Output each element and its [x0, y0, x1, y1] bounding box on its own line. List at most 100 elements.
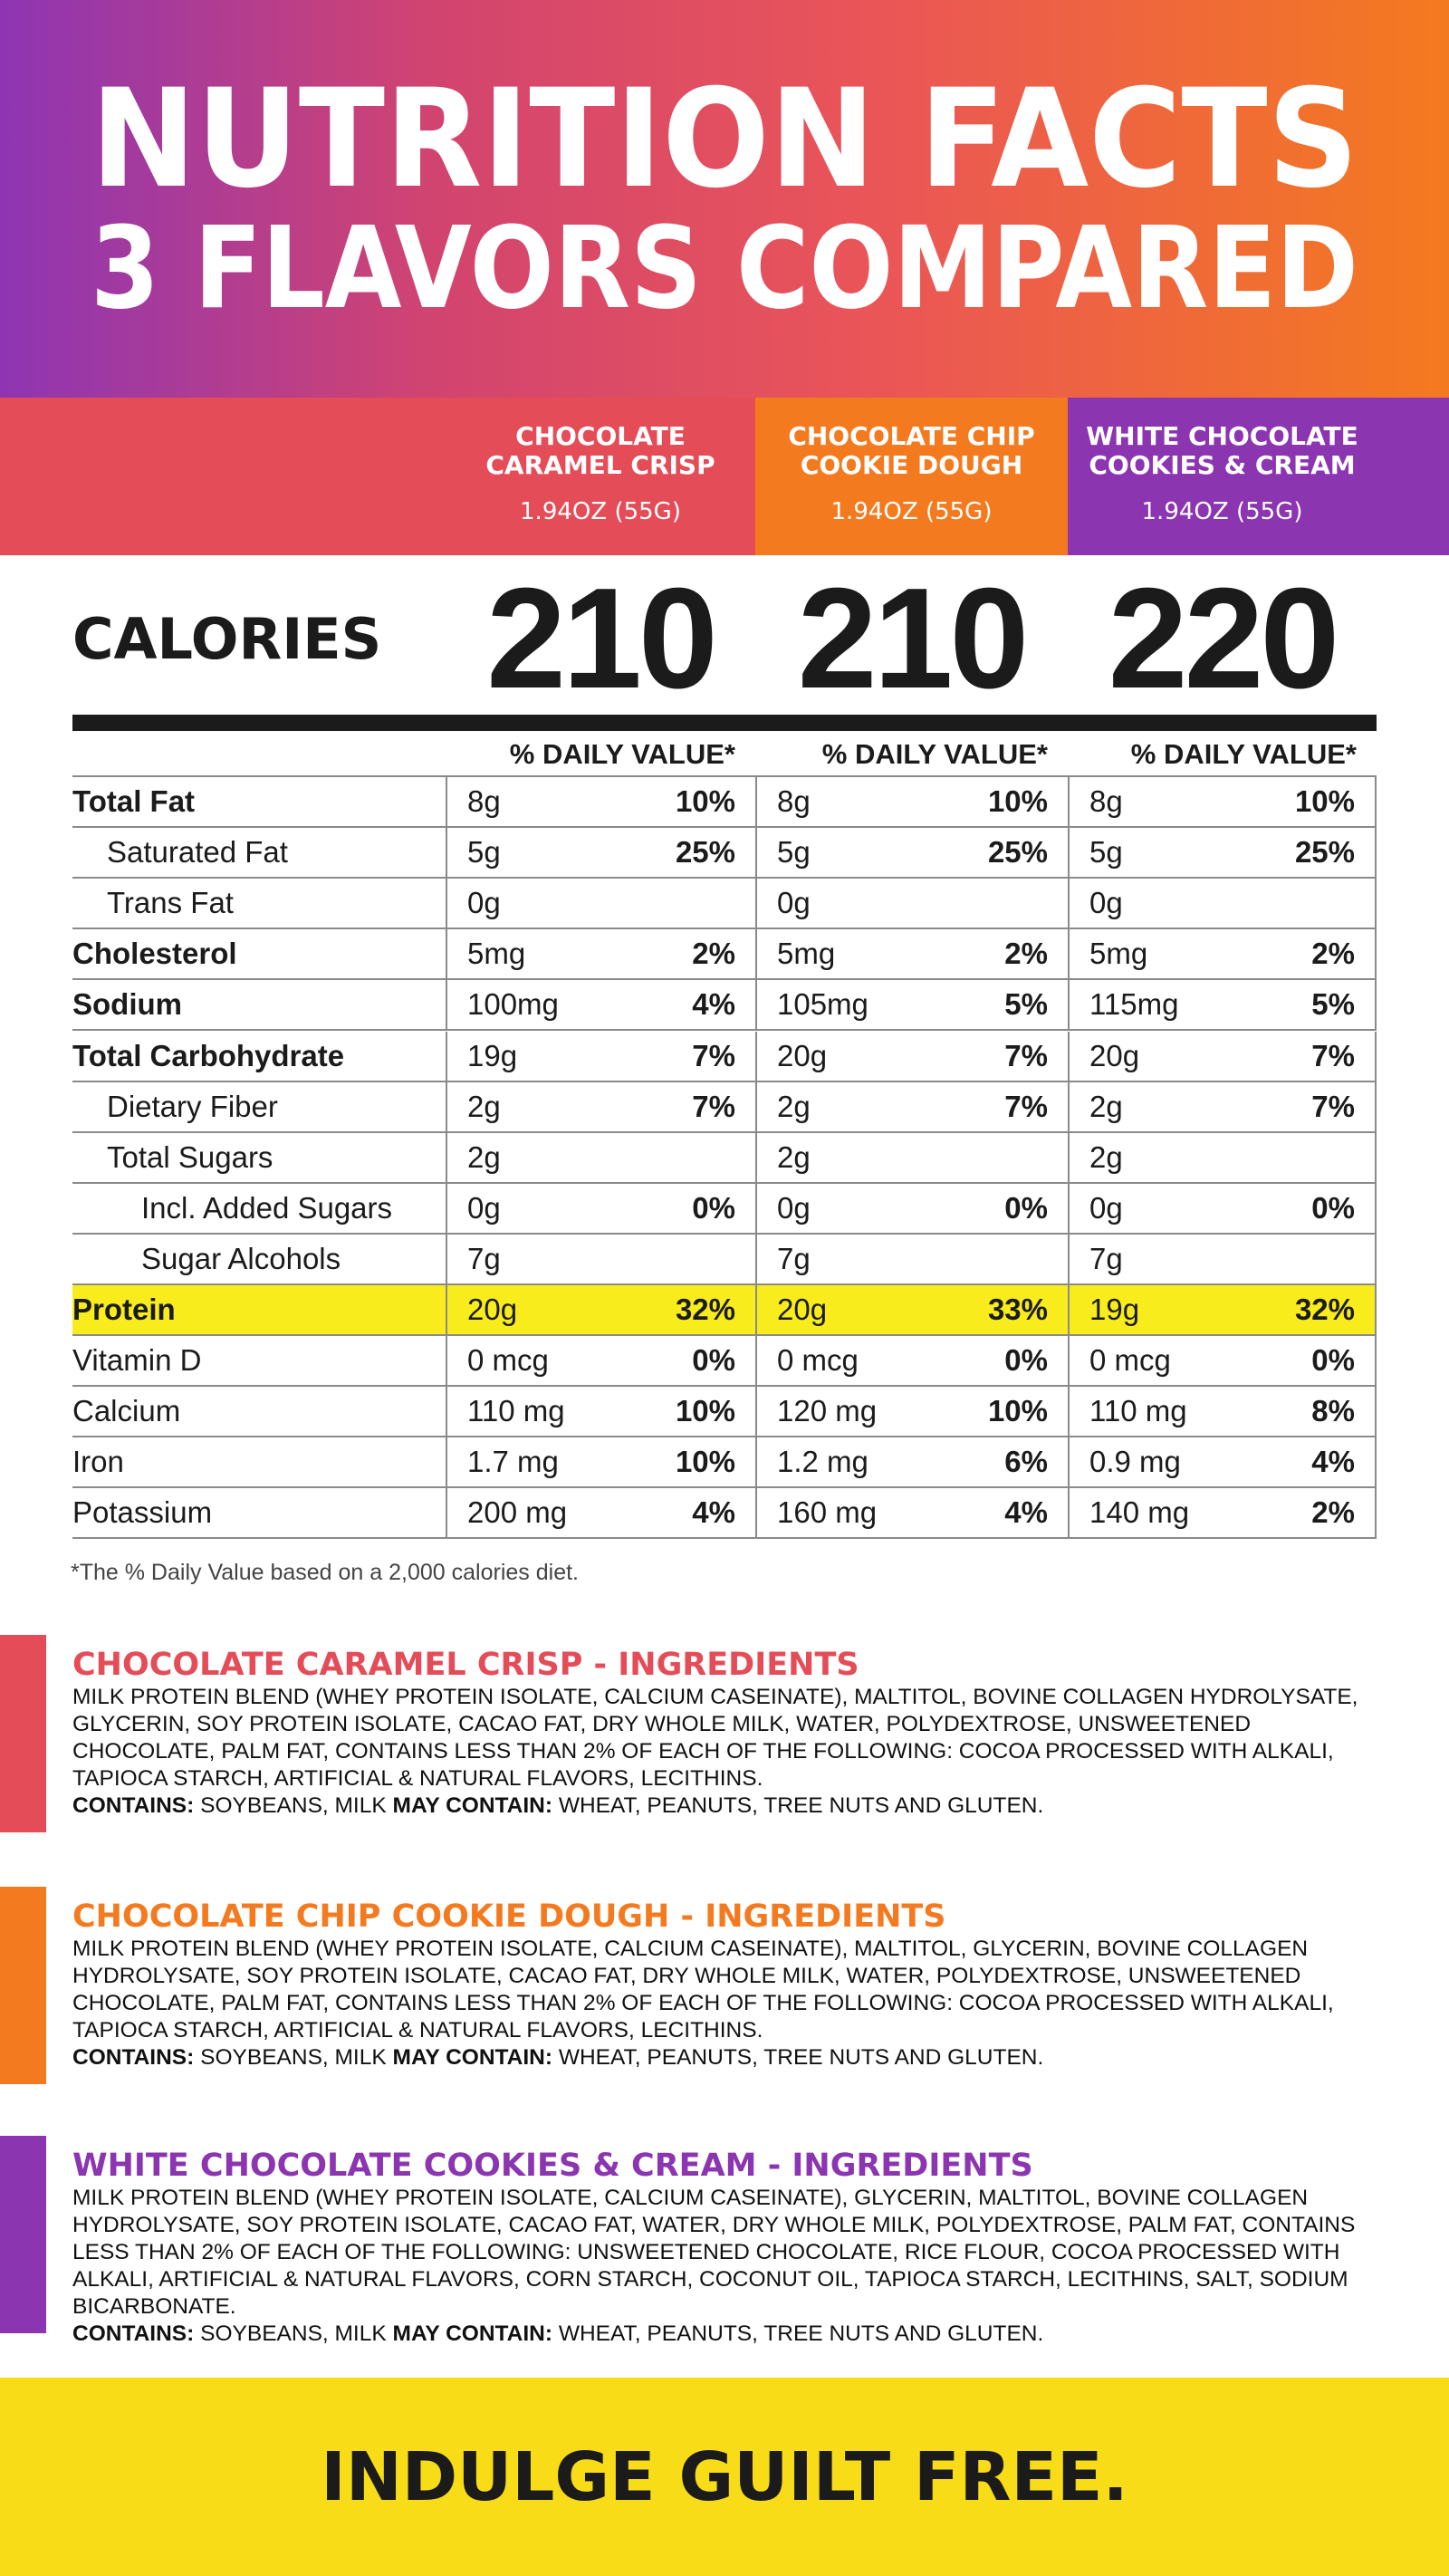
amount: 8g: [1089, 784, 1123, 818]
daily-value: 2%: [692, 937, 735, 971]
table-cell: 100mg 4%: [446, 980, 755, 1030]
row-label: Trans Fat: [72, 879, 446, 928]
daily-value: 10%: [675, 1445, 735, 1479]
flavor-header: CHOCOLATE CHIP COOKIE DOUGH 1.94OZ (55G): [755, 398, 1068, 555]
calories-value: 210: [486, 559, 718, 718]
contains-label: CONTAINS:: [72, 1793, 195, 1818]
amount: 7g: [1089, 1241, 1123, 1275]
amount: 5mg: [467, 937, 526, 971]
amount: 7g: [467, 1241, 501, 1275]
table-cell: 2g 7%: [755, 1081, 1068, 1131]
daily-value: 0%: [692, 1190, 735, 1225]
table-cell: 7g: [755, 1234, 1068, 1283]
ingredient-title: WHITE CHOCOLATE COOKIES & CREAM - INGRED…: [72, 2148, 1033, 2184]
ingredient-title: CHOCOLATE CARAMEL CRISP - INGREDIENTS: [72, 1647, 859, 1683]
row-label-text: Sodium: [72, 987, 182, 1022]
amount: 0g: [467, 1190, 501, 1225]
flavor-size: 1.94OZ (55G): [520, 498, 681, 525]
amount: 0g: [1089, 1190, 1123, 1225]
table-row: Total Sugars 2g 2g 2g: [72, 1132, 1377, 1184]
table-cell: 7g: [446, 1234, 755, 1283]
amount: 1.7 mg: [467, 1445, 559, 1479]
daily-value: 5%: [1004, 987, 1048, 1022]
row-label-text: Trans Fat: [107, 886, 234, 920]
row-label-text: Sugar Alcohols: [141, 1241, 341, 1275]
row-label: Saturated Fat: [72, 828, 446, 877]
daily-value: 4%: [692, 1495, 735, 1530]
amount: 200 mg: [467, 1495, 568, 1530]
ingredient-body: CHOCOLATE CARAMEL CRISP - INGREDIENTS MIL…: [72, 1646, 1381, 1820]
ingredient-text: MILK PROTEIN BLEND (WHEY PROTEIN ISOLATE…: [72, 1937, 1334, 2043]
table-cell: 20g 7%: [1068, 1031, 1377, 1081]
flavor-bg: [0, 398, 755, 555]
allergen-line: CONTAINS: SOYBEANS, MILK MAY CONTAIN: WH…: [72, 2044, 1381, 2071]
amount: 2g: [777, 1089, 811, 1123]
table-cell: 160 mg 4%: [755, 1488, 1068, 1538]
amount: 5mg: [1089, 937, 1148, 971]
footer-text: INDULGE GUILT FREE.: [321, 2437, 1128, 2516]
ingredient-section: CHOCOLATE CHIP COOKIE DOUGH - INGREDIENT…: [0, 1887, 1449, 2084]
table-cell: 1.7 mg 10%: [446, 1437, 755, 1487]
footnote: *The % Daily Value based on a 2,000 calo…: [71, 1560, 579, 1585]
flavor-name: WHITE CHOCOLATE: [1086, 421, 1358, 451]
amount: 20g: [777, 1038, 828, 1072]
table-cell: 0g: [446, 879, 755, 928]
table-cell: 2g 7%: [446, 1081, 755, 1131]
amount: 105mg: [777, 987, 868, 1022]
amount: 100mg: [467, 987, 559, 1022]
ingredient-section: WHITE CHOCOLATE COOKIES & CREAM - INGRED…: [0, 2136, 1449, 2346]
table-row: Total Fat 8g 10% 8g 10% 8g 10%: [72, 777, 1377, 828]
daily-value: 7%: [1311, 1038, 1355, 1072]
ingredient-body: WHITE CHOCOLATE COOKIES & CREAM - INGRED…: [72, 2147, 1381, 2348]
row-label-text: Total Sugars: [107, 1139, 273, 1174]
accent-bar: [0, 1887, 46, 2084]
ingredient-section: CHOCOLATE CARAMEL CRISP - INGREDIENTS MIL…: [0, 1635, 1449, 1832]
daily-value: 10%: [987, 784, 1048, 818]
flavor-bg: [1068, 398, 1449, 555]
table-cell: 5mg 2%: [755, 929, 1068, 979]
may-contain-label: MAY CONTAIN:: [392, 2045, 553, 2070]
may-contain: WHEAT, PEANUTS, TREE NUTS AND GLUTEN.: [558, 2045, 1044, 2070]
table-cell: 120 mg 10%: [755, 1387, 1068, 1437]
flavor-name: CHOCOLATE CHIP: [788, 421, 1035, 451]
row-label: Incl. Added Sugars: [72, 1184, 446, 1233]
daily-value: 4%: [1004, 1495, 1048, 1530]
row-label: Protein: [72, 1285, 446, 1334]
table-top-rule: [72, 775, 1377, 777]
ingredient-body: CHOCOLATE CHIP COOKIE DOUGH - INGREDIENT…: [72, 1898, 1381, 2071]
table-cell: 7g: [1068, 1234, 1377, 1283]
amount: 1.2 mg: [777, 1445, 868, 1479]
table-cell: 20g 32%: [446, 1285, 755, 1334]
amount: 5g: [467, 835, 501, 870]
daily-value: 7%: [1004, 1089, 1048, 1123]
table-cell: 8g 10%: [446, 777, 755, 826]
table-cell: 2g 7%: [1068, 1081, 1377, 1131]
may-contain: WHEAT, PEANUTS, TREE NUTS AND GLUTEN.: [558, 2321, 1044, 2346]
row-label: Calcium: [72, 1387, 446, 1436]
amount: 8g: [777, 784, 811, 818]
amount: 5g: [777, 835, 811, 870]
daily-value: 33%: [987, 1293, 1048, 1326]
contains-label: CONTAINS:: [72, 2321, 195, 2346]
amount: 2g: [777, 1139, 811, 1174]
row-label: Potassium: [72, 1488, 446, 1537]
row-label: Sodium: [72, 980, 446, 1029]
title-line-2: 3 FLAVORS COMPARED: [91, 203, 1358, 334]
daily-value: 0%: [1311, 1190, 1355, 1225]
table-cell: 20g 33%: [755, 1285, 1068, 1334]
amount: 20g: [777, 1293, 828, 1326]
row-label: Iron: [72, 1437, 446, 1486]
flavor-size: 1.94OZ (55G): [830, 498, 993, 525]
table-cell: 0g: [755, 879, 1068, 928]
calories-value: 220: [1108, 559, 1340, 718]
amount: 2g: [467, 1139, 501, 1174]
row-label-text: Iron: [72, 1445, 124, 1479]
calories-value: 210: [797, 559, 1030, 718]
table-cell: 0g 0%: [1068, 1183, 1377, 1233]
daily-value: 7%: [1311, 1089, 1355, 1123]
amount: 0.9 mg: [1089, 1445, 1181, 1479]
daily-value: 10%: [675, 1394, 735, 1428]
table-cell: 2g: [446, 1132, 755, 1182]
contains: SOYBEANS, MILK: [200, 2045, 387, 2070]
